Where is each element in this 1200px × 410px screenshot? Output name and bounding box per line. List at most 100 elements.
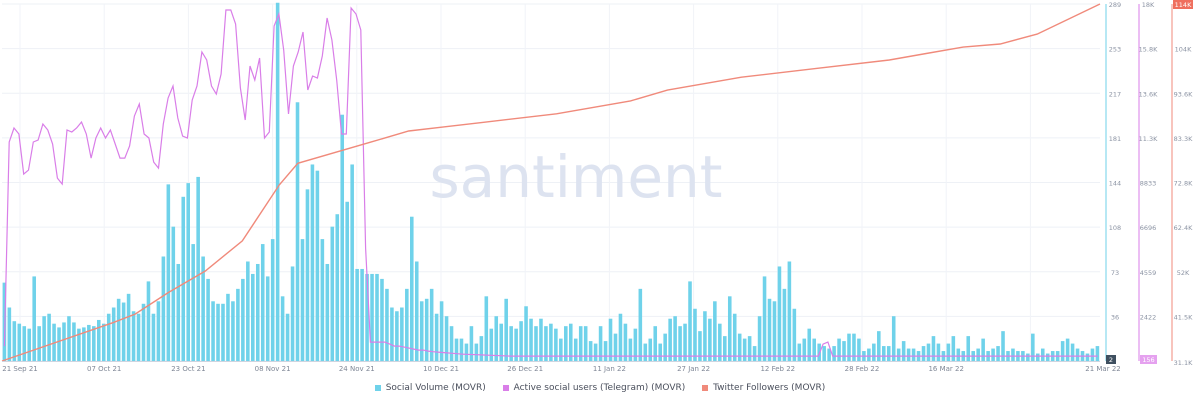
social-volume-bar [410,216,414,361]
social-volume-bar [683,323,687,361]
y-tick-label: 104K [1175,46,1192,54]
social-volume-bar [981,338,985,361]
social-volume-bar [807,328,812,361]
social-volume-bar [554,328,558,361]
y-tick-label: 15.8K [1139,46,1158,54]
social-volume-bar [375,273,379,361]
social-volume-bar [872,343,876,361]
legend-item-active-users[interactable]: Active social users (Telegram) (MOVR) [502,383,685,393]
social-volume-bar [449,326,454,361]
social-volume-bar [92,326,96,361]
social-volume-bar [350,164,354,361]
social-volume-bar [1075,348,1080,361]
social-volume-bar [400,307,404,361]
social-volume-bar [1026,353,1030,361]
social-volume-bar [891,316,896,361]
social-volume-bar [310,164,315,361]
social-volume-bar [539,318,543,361]
y-tick-label: 13.6K [1139,90,1158,98]
social-volume-bar [931,336,936,361]
social-volume-bar [96,319,101,361]
social-volume-bar [12,321,17,361]
social-volume-bar [678,326,682,361]
social-volume-bar [956,348,961,361]
watermark: santiment [429,143,722,211]
social-volume-bar [370,273,374,361]
social-volume-bar [161,256,166,361]
legend-swatch-social-volume [374,384,381,391]
social-volume-bar [191,244,195,361]
social-volume-bar [713,301,717,361]
social-volume-bar [886,346,891,361]
social-volume-bar [494,316,499,361]
social-volume-bar [429,288,434,361]
x-axis: 21 Sep 21 07 Oct 21 23 Oct 21 08 Nov 21 24 N… [2,361,1121,373]
x-tick-label: 08 Nov 21 [255,365,291,373]
social-volume-bar [852,333,856,361]
social-volume-bar [723,336,727,361]
social-volume-bar [559,338,563,361]
social-volume-bar [489,328,494,361]
social-volume-bar [1060,341,1065,361]
social-volume-bar [1040,348,1045,361]
social-volume-bar [638,288,643,361]
social-volume-bar [201,256,205,361]
social-volume-bar [206,278,210,361]
social-volume-bar [17,323,22,361]
social-volume-bar [727,296,732,361]
social-volume-bar [280,296,285,361]
social-volume-bar [27,328,32,361]
social-volume-bar [797,343,802,361]
legend-item-social-volume[interactable]: Social Volume (MOVR) [374,383,486,393]
social-volume-bar [116,298,121,361]
social-volume-bar [658,343,662,361]
social-volume-bar [181,196,186,361]
social-volume-bar [236,288,240,361]
x-tick-label: 26 Dec 21 [507,365,543,373]
social-volume-bar [777,266,782,361]
social-volume-bar [360,268,364,361]
social-volume-bar [1011,348,1015,361]
social-volume-bar [867,348,871,361]
y-axes: 36 73 108 144 181 217 253 289 2422 4559 6696 8833 11… [1105,0,1193,367]
social-volume-bar [534,326,538,361]
twitter-max-badge: 114K [1175,1,1192,9]
legend-label-twitter-followers: Twitter Followers (MOVR) [713,383,826,393]
legend-swatch-active-users [502,384,509,391]
social-volume-bar [305,189,310,361]
y-tick-label: 144 [1109,180,1121,188]
social-volume-bar [896,348,901,361]
y-tick-label: 83.3K [1174,135,1193,143]
social-volume-bar [285,313,290,361]
y-tick-label: 73 [1111,269,1119,277]
social-volume-min-badge: 2 [1109,356,1113,364]
social-volume-bar [146,281,151,361]
y-tick-label: 93.6K [1174,90,1193,98]
social-volume-bar [395,311,399,361]
social-volume-bar [315,170,320,361]
social-volume-bar [1031,333,1035,361]
social-volume-bar [926,343,931,361]
twitter-max-badge-bg [1173,0,1193,9]
social-volume-bar [837,338,841,361]
social-volume-bar [295,102,300,361]
social-volume-bar [221,303,225,361]
social-volume-bar [156,301,161,361]
social-volume-bar [32,276,36,361]
social-volume-bar [996,346,1000,361]
social-volume-bar [588,341,593,361]
social-volume-bar [211,301,215,361]
social-volume-bar [1095,346,1100,361]
social-volume-bar [911,348,916,361]
y-tick-label: 11.3K [1139,135,1158,143]
social-volume-bar [166,184,171,361]
social-volume-bar [22,326,27,361]
twitter-followers-line [1,3,1101,362]
x-tick-label: 16 Mar 22 [928,365,963,373]
social-volume-bar [976,348,980,361]
social-volume-bar [564,326,568,361]
social-volume-bar [290,266,295,361]
social-volume-bar [762,276,767,361]
legend-item-twitter-followers[interactable]: Twitter Followers (MOVR) [702,383,825,393]
